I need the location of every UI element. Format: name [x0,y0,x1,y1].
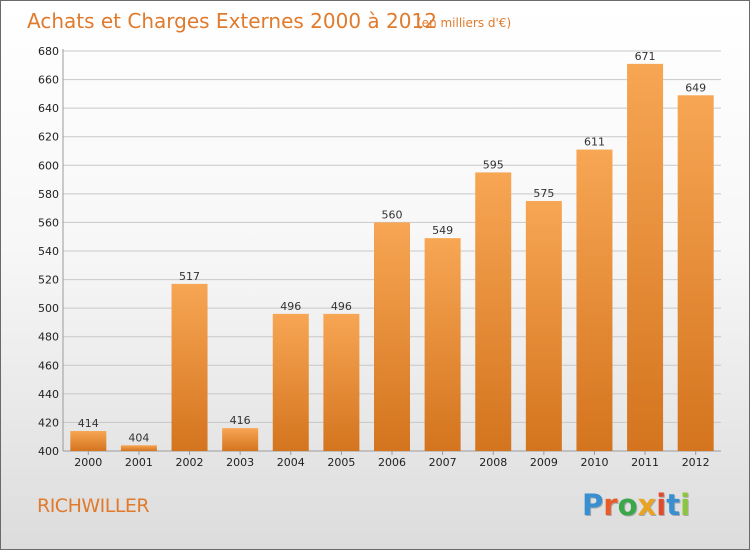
bar-2006 [374,222,410,451]
brand-letter: o [617,488,638,522]
x-tick-label-2004: 2004 [277,456,305,469]
y-tick-label: 420 [38,416,59,429]
value-label-2008: 595 [483,158,504,171]
location-label: RICHWILLER [37,495,150,517]
value-label-2004: 496 [280,300,301,313]
brand-letter: P [582,488,604,522]
y-tick-label: 640 [38,102,59,115]
bar-2001 [120,445,157,451]
x-tick-label-2007: 2007 [429,456,457,469]
bar-2002 [171,283,208,451]
y-tick-label: 560 [38,216,59,229]
value-label-2011: 671 [635,50,656,63]
bar-2008 [475,172,512,451]
x-tick-label-2001: 2001 [125,456,153,469]
value-label-2009: 575 [533,187,554,200]
chart-title: Achats et Charges Externes 2000 à 2012 [27,9,437,33]
y-tick-label: 440 [38,388,59,401]
proxiti-logo: Proxiti [582,488,690,522]
chart-subtitle: (en milliers d'€) [417,16,511,30]
bar-2003 [222,428,259,451]
y-tick-label: 460 [38,359,59,372]
x-tick-label-2000: 2000 [74,456,102,469]
y-tick-label: 680 [38,45,59,58]
y-tick-label: 620 [38,131,59,144]
bars [70,63,714,452]
bar-2010 [576,149,613,452]
bar-2007 [424,238,461,451]
x-tick-label-2009: 2009 [530,456,558,469]
x-tick-labels: 2000 2001 2002 2003 2004 2005 2006 2007 2008 2009… [74,456,709,469]
y-tick-label: 600 [38,159,59,172]
bar-2004 [272,313,309,451]
bar-2005 [323,313,360,451]
value-labels: 414 404 517 416 496 496 560 549 595 575 611 671 649 [78,50,706,444]
y-tick-label: 660 [38,74,59,87]
bar-2012 [677,95,714,452]
y-tick-label: 580 [38,188,59,201]
x-tick-label-2012: 2012 [682,456,710,469]
brand-letter: i [656,488,667,522]
value-label-2005: 496 [331,300,352,313]
value-label-2000: 414 [78,417,99,430]
x-tick-label-2005: 2005 [327,456,355,469]
brand-letter: x [637,488,657,522]
x-tick-label-2006: 2006 [378,456,406,469]
x-tick-label-2010: 2010 [580,456,608,469]
bar-2000 [70,431,107,451]
bar-2009 [525,201,562,451]
x-tick-label-2002: 2002 [176,456,204,469]
bar-2011 [627,63,664,451]
value-label-2007: 549 [432,224,453,237]
value-label-2002: 517 [179,270,200,283]
value-label-2010: 611 [584,136,605,149]
brand-letter: t [666,488,681,522]
value-label-2012: 649 [685,81,706,94]
value-label-2001: 404 [128,431,149,444]
value-label-2003: 416 [230,414,251,427]
y-tick-label: 400 [38,445,59,458]
y-tick-label: 520 [38,274,59,287]
y-tick-label: 540 [38,245,59,258]
brand-letter: i [680,488,691,522]
y-tick-labels: 400 420 440 460 480 500 520 540 560 580 600 620 640 6… [38,45,59,458]
value-label-2006: 560 [382,208,403,221]
x-tick-label-2008: 2008 [479,456,507,469]
brand-letter: r [603,488,618,522]
y-tick-label: 480 [38,331,59,344]
x-tick-label-2011: 2011 [631,456,659,469]
y-tick-label: 500 [38,302,59,315]
x-tick-label-2003: 2003 [226,456,254,469]
